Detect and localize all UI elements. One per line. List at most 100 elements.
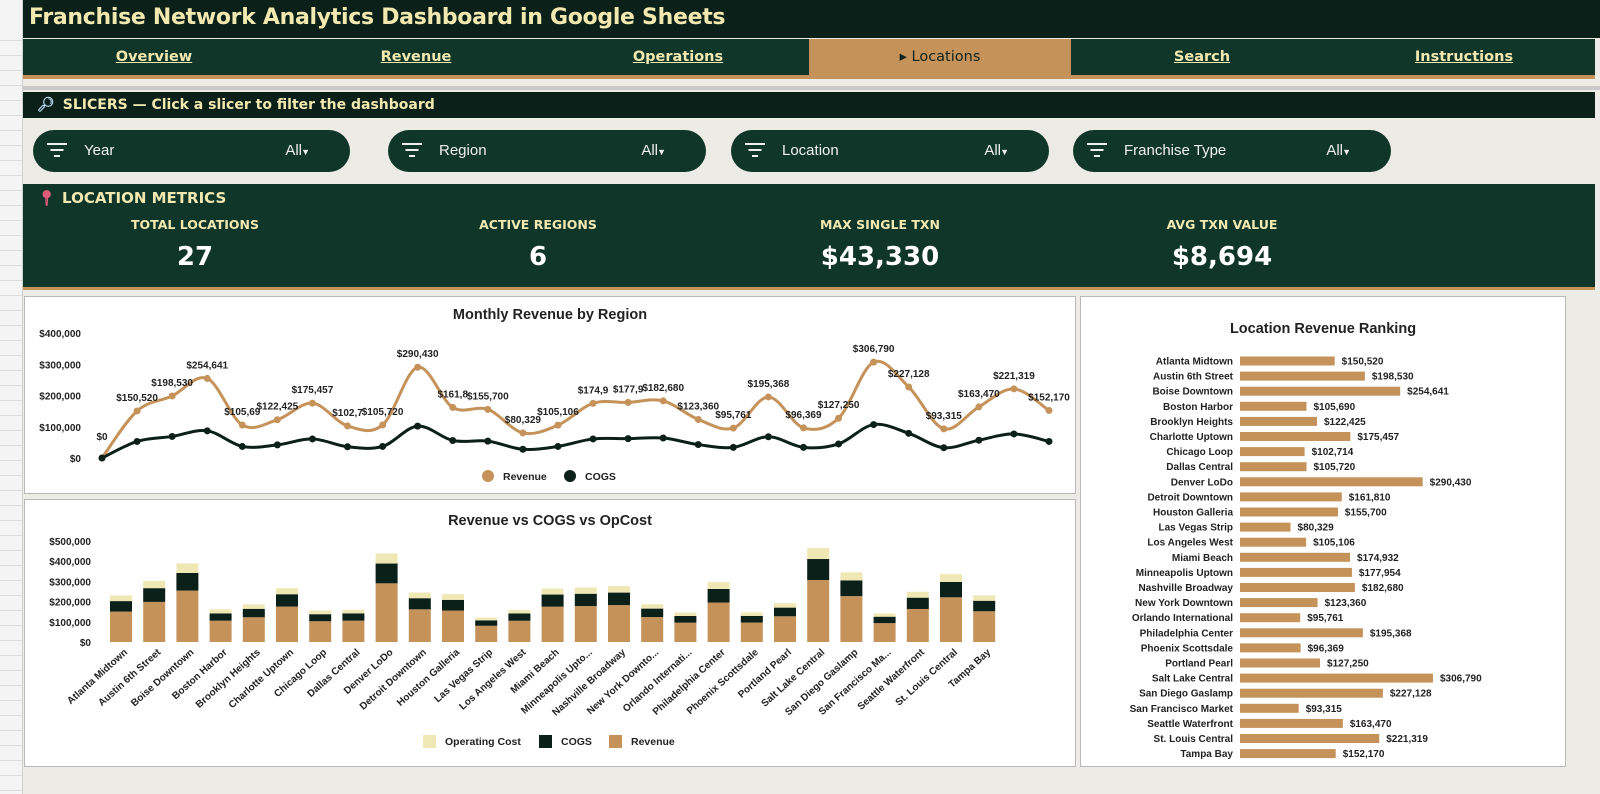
bar — [1240, 628, 1363, 638]
data-point — [449, 403, 457, 411]
bar — [1240, 673, 1433, 683]
legend-label: Operating Cost — [445, 736, 521, 748]
bar — [1240, 507, 1338, 517]
bar — [1240, 432, 1351, 441]
bar-segment-revenue — [774, 616, 796, 642]
bar-segment-revenue — [707, 602, 730, 642]
bar-segment-revenue — [309, 621, 332, 642]
bar-segment-cogs — [176, 572, 199, 591]
data-point — [764, 393, 772, 401]
gutter-line — [0, 160, 22, 161]
metric-avg-txn-value: AVG TXN VALUE $8,694 — [1052, 217, 1392, 272]
data-label: $102,7 — [332, 408, 363, 419]
data-label: $105,720 — [362, 407, 404, 418]
slicer-year[interactable]: Year All ▼ — [33, 130, 350, 172]
tab-operations[interactable]: Operations — [632, 49, 724, 65]
data-label: $80,329 — [1298, 523, 1335, 534]
data-label: $123,360 — [677, 401, 719, 412]
filter-icon — [47, 143, 67, 159]
data-point — [729, 424, 737, 432]
data-label: $152,170 — [1343, 749, 1385, 760]
legend-swatch — [423, 735, 436, 748]
bar — [1240, 447, 1305, 457]
gutter-line — [0, 415, 22, 416]
bar-segment-operating-cost — [574, 587, 597, 594]
tab-revenue[interactable]: Revenue — [380, 49, 452, 65]
bar-segment-cogs — [508, 613, 531, 621]
bar-segment-revenue — [408, 609, 431, 642]
bar-segment-operating-cost — [906, 591, 929, 598]
bar-segment-cogs — [840, 580, 863, 597]
gutter-line — [0, 85, 22, 86]
metric-value: 6 — [528, 242, 548, 272]
bar-segment-operating-cost — [740, 612, 763, 616]
y-tick-label: Portland Pearl — [1165, 659, 1233, 670]
bar-segment-operating-cost — [541, 588, 564, 595]
bar — [1240, 356, 1335, 366]
data-label: $195,368 — [1370, 628, 1412, 639]
slicer-value: All — [984, 142, 1001, 159]
slicers-header-text: SLICERS — Click a slicer to filter the d… — [62, 97, 435, 113]
slicer-value: All — [1326, 142, 1343, 159]
data-point — [729, 443, 737, 451]
y-tick-label: $0 — [80, 638, 92, 649]
bar-segment-operating-cost — [143, 580, 166, 589]
data-label: $195,368 — [748, 379, 790, 390]
data-label: $163,470 — [958, 389, 1000, 400]
tab-instructions[interactable]: Instructions — [1414, 49, 1514, 65]
y-tick-label: $0 — [70, 454, 82, 465]
data-label: $0 — [96, 432, 108, 443]
bar-segment-revenue — [641, 617, 664, 642]
data-label: $95,761 — [1307, 613, 1344, 624]
bar-segment-cogs — [774, 607, 796, 617]
gutter-line — [0, 460, 22, 461]
bar-segment-operating-cost — [176, 563, 199, 573]
row-gutter — [0, 0, 23, 794]
filter-icon — [402, 143, 422, 159]
y-tick-label: Nashville Broadway — [1139, 583, 1234, 594]
slicer-franchise-type[interactable]: Franchise Type All ▼ — [1073, 130, 1391, 172]
gutter-line — [0, 730, 22, 731]
data-label: $290,430 — [397, 349, 439, 360]
tab-search[interactable]: Search — [1173, 49, 1231, 65]
tab-overview[interactable]: Overview — [115, 49, 193, 65]
y-tick-label: $100,000 — [49, 618, 91, 629]
bar-segment-operating-cost — [873, 613, 896, 617]
y-tick-label: Philadelphia Center — [1140, 628, 1233, 639]
data-point — [624, 398, 632, 406]
tab-locations[interactable]: ▸ Locations — [809, 39, 1071, 75]
bar-segment-revenue — [209, 620, 232, 642]
gutter-line — [0, 250, 22, 251]
bar — [1240, 598, 1318, 608]
data-label: $102,714 — [1312, 447, 1354, 458]
bar-segment-revenue — [508, 620, 531, 642]
data-label: $174,932 — [1357, 553, 1399, 564]
bar-segment-revenue — [475, 625, 498, 642]
y-tick-label: St. Louis Central — [1154, 734, 1234, 745]
slicer-value: All — [641, 142, 658, 159]
bar-segment-operating-cost — [940, 574, 962, 582]
slicer-region[interactable]: Region All ▼ — [388, 130, 706, 172]
data-label: $80,329 — [505, 415, 542, 426]
y-tick-label: Tampa Bay — [1180, 749, 1233, 760]
bar-segment-cogs — [276, 594, 298, 607]
gutter-line — [0, 100, 22, 101]
series-line-revenue — [100, 359, 1050, 459]
data-point — [624, 435, 632, 443]
data-point — [764, 433, 772, 441]
data-point — [940, 444, 948, 452]
y-tick-label: Phoenix Scottsdale — [1141, 643, 1234, 654]
gutter-line — [0, 175, 22, 176]
data-label: $95,761 — [715, 410, 752, 421]
y-tick-label: Los Angeles West — [1147, 538, 1233, 549]
metric-label: TOTAL LOCATIONS — [131, 217, 259, 232]
data-label: $174,9 — [578, 385, 609, 396]
y-tick-label: Brooklyn Heights — [1150, 417, 1233, 428]
data-label: $93,315 — [1306, 704, 1343, 715]
bar-segment-cogs — [541, 594, 564, 607]
legend-swatch — [539, 735, 552, 748]
y-tick-label: Houston Galleria — [1153, 508, 1233, 519]
data-point — [98, 454, 106, 462]
bar-segment-operating-cost — [674, 612, 697, 616]
slicer-location[interactable]: Location All ▼ — [731, 130, 1049, 172]
